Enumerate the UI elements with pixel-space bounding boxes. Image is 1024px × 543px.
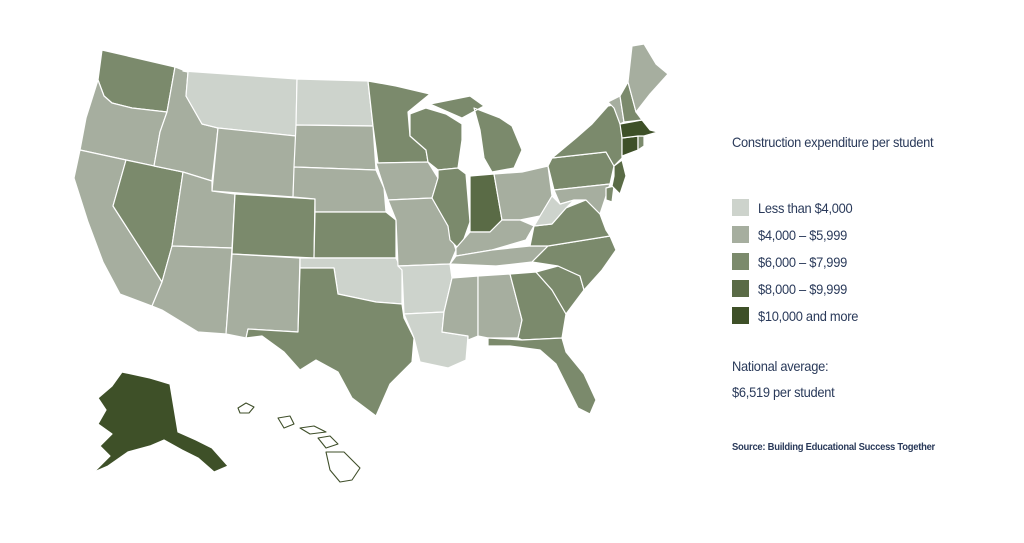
legend-item: Less than $4,000 — [732, 194, 992, 221]
state-KS — [313, 211, 397, 259]
state-TX — [245, 267, 415, 417]
state-NH — [619, 81, 643, 123]
hawaii-island-big — [325, 451, 361, 483]
state-WY — [211, 127, 297, 198]
legend-swatch — [732, 199, 749, 216]
state-AR — [397, 263, 453, 315]
legend-swatch — [732, 280, 749, 297]
legend-label: $6,000 – $7,999 — [758, 253, 847, 270]
state-NJ — [611, 159, 627, 195]
legend-label: $10,000 and more — [758, 307, 859, 324]
state-MD — [553, 183, 611, 215]
legend-label: $8,000 – $9,999 — [758, 280, 847, 297]
state-DE — [605, 185, 615, 203]
legend-item: $6,000 – $7,999 — [732, 248, 992, 275]
state-IL — [431, 167, 471, 251]
national-average-value: $6,519 per student — [732, 384, 835, 400]
hawaii-island-molokai — [299, 425, 327, 435]
legend-item: $4,000 – $5,999 — [732, 221, 992, 248]
hawaii-island-maui — [317, 435, 339, 449]
state-HI — [237, 402, 361, 483]
legend-title: Construction expenditure per student — [732, 134, 934, 150]
legend-items: Less than $4,000 $4,000 – $5,999 $6,000 … — [732, 194, 992, 329]
state-ME — [627, 43, 669, 113]
state-ND — [295, 78, 374, 127]
hawaii-island-oahu — [277, 415, 295, 429]
national-average-label: National average: — [732, 358, 829, 374]
state-MA — [619, 119, 659, 139]
national-average: National average: $6,519 per student — [732, 353, 971, 405]
legend-label: Less than $4,000 — [758, 199, 853, 216]
legend-swatch — [732, 253, 749, 270]
state-NM — [225, 253, 301, 339]
legend-swatch — [732, 307, 749, 324]
state-IA — [375, 161, 439, 201]
state-VT — [607, 95, 625, 125]
state-CO — [231, 193, 316, 259]
state-CT — [621, 135, 639, 157]
state-AK — [93, 371, 229, 473]
legend-label: $4,000 – $5,999 — [758, 226, 847, 243]
state-RI — [637, 135, 645, 151]
legend-item: $8,000 – $9,999 — [732, 275, 992, 302]
state-FL — [487, 337, 597, 415]
hawaii-island-kauai — [237, 402, 255, 414]
state-SD — [293, 124, 377, 171]
map-legend: Construction expenditure per student Les… — [732, 134, 992, 453]
legend-item: $10,000 and more — [732, 302, 992, 329]
source-note: Source: Building Educational Success Tog… — [732, 441, 935, 453]
legend-swatch — [732, 226, 749, 243]
state-MI — [429, 95, 523, 173]
